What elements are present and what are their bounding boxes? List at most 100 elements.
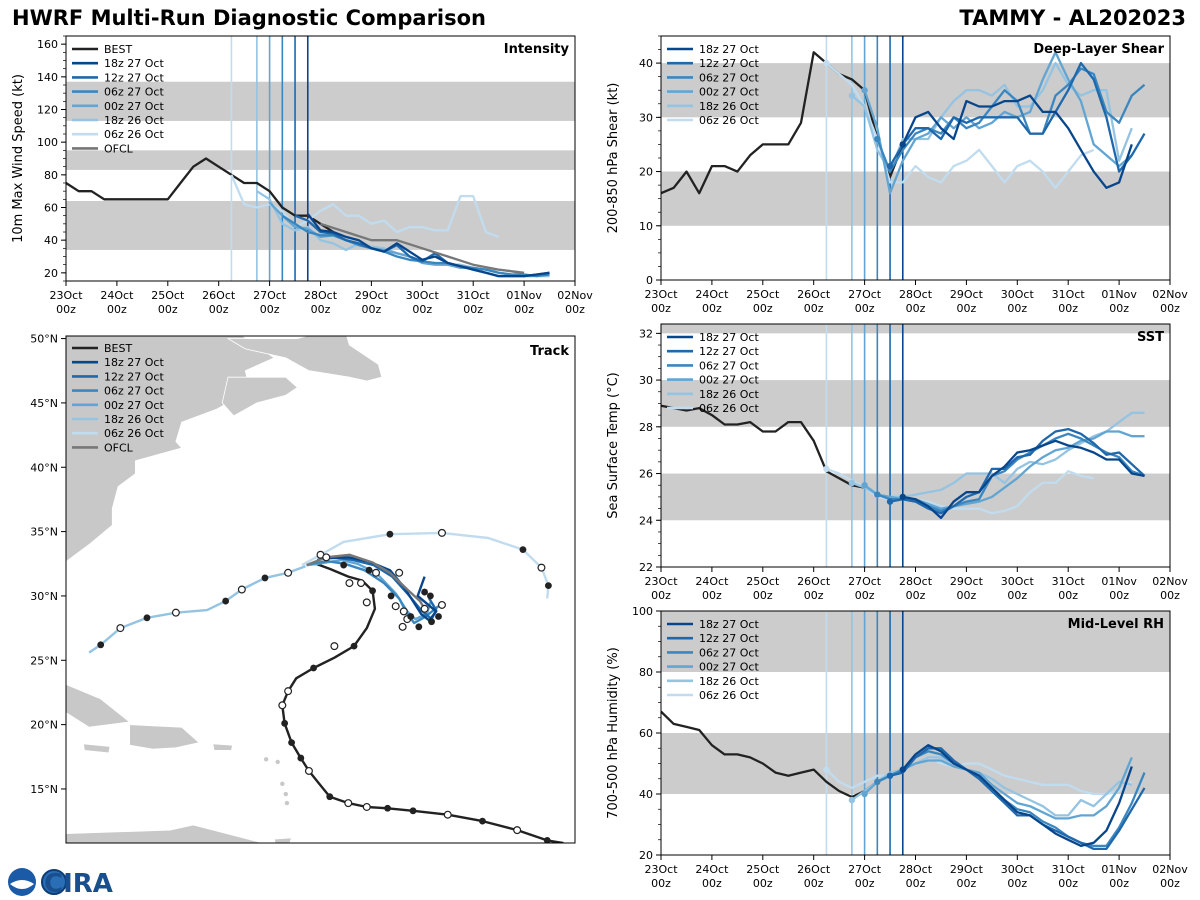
- jamaica-land: [82, 743, 111, 754]
- intensity-series-best: [65, 157, 334, 233]
- storm-identifier: TAMMY - AL202023: [959, 6, 1186, 30]
- intensity-xtick-date: 30Oct: [406, 289, 440, 302]
- intensity-ytick-label: 100: [37, 136, 58, 149]
- track-marker-open: [345, 579, 354, 588]
- shear-xtick-date: 29Oct: [950, 288, 984, 301]
- rh-init-point: [861, 790, 868, 798]
- intensity-legend-label: BEST: [104, 43, 132, 56]
- shear-ytick-label: 40: [639, 57, 653, 70]
- sst-band: [661, 324, 1170, 334]
- sst-legend-label: 06z 27 Oct: [699, 359, 759, 372]
- shear-xtick-date: 25Oct: [746, 288, 780, 301]
- rh-series-06z-26-oct: [825, 756, 1133, 796]
- intensity-xtick-date: 28Oct: [304, 289, 338, 302]
- track-legend-label: 18z 26 Oct: [104, 413, 164, 426]
- noaa-bird-icon: [10, 880, 34, 889]
- intensity-series-18z-27-oct: [306, 213, 550, 278]
- track-marker-closed: [543, 837, 551, 843]
- rh-ytick-label: 100: [632, 605, 653, 618]
- track-marker-open: [437, 600, 446, 609]
- sst-xtick-date: 25Oct: [746, 575, 780, 588]
- track-marker-closed: [409, 807, 417, 815]
- track-marker-closed: [428, 618, 435, 626]
- shear-init-point: [823, 59, 830, 67]
- shear-xtick-hour: 00z: [1160, 302, 1180, 315]
- sst-legend-label: 12z 27 Oct: [699, 345, 759, 358]
- rh-xtick-date: 27Oct: [848, 863, 882, 876]
- sst-init-point: [823, 465, 830, 473]
- shear-band: [661, 171, 1170, 226]
- intensity-ytick-label: 140: [37, 71, 58, 84]
- track-marker-closed: [326, 793, 334, 801]
- shear-legend-label: 12z 27 Oct: [699, 57, 759, 70]
- rh-xtick-hour: 00z: [651, 877, 671, 890]
- track-marker-closed: [297, 754, 305, 762]
- sst-xtick-hour: 00z: [906, 589, 926, 602]
- track-ytick-label: 35°N: [30, 526, 58, 539]
- rh-ytick-label: 40: [639, 788, 653, 801]
- track-marker-closed: [415, 623, 423, 631]
- rh-xtick-hour: 00z: [906, 877, 926, 890]
- shear-ylabel: 200-850 hPa Shear (kt): [606, 83, 621, 234]
- logo-text: CIRA: [44, 869, 113, 899]
- hispaniola-land: [129, 724, 200, 750]
- shear-xtick-date: 02Nov: [1152, 288, 1188, 301]
- shear-ytick-label: 20: [639, 166, 653, 179]
- sst-ytick-label: 24: [639, 514, 653, 527]
- rh-xtick-hour: 00z: [855, 877, 875, 890]
- track-legend-label: BEST: [104, 342, 132, 355]
- shear-xtick-hour: 00z: [651, 302, 671, 315]
- trinidad-land: [273, 837, 293, 843]
- sst-ytick-label: 22: [639, 561, 653, 574]
- lesser-antilles-island: [280, 781, 285, 787]
- rh-init-point: [823, 766, 830, 773]
- shear-xtick-hour: 00z: [1007, 302, 1027, 315]
- intensity-legend-label: 06z 27 Oct: [104, 86, 164, 99]
- intensity-legend-label: 18z 27 Oct: [104, 57, 164, 70]
- track-marker-closed: [369, 587, 376, 595]
- shear-xtick-hour: 00z: [753, 302, 773, 315]
- intensity-xtick-date: 02Nov: [557, 289, 593, 302]
- rh-xtick-hour: 00z: [1007, 877, 1027, 890]
- sst-ytick-label: 30: [639, 374, 653, 387]
- intensity-xtick-date: 29Oct: [355, 289, 389, 302]
- intensity-xtick-date: 25Oct: [151, 289, 185, 302]
- track-marker-closed: [143, 614, 151, 622]
- rh-xtick-hour: 00z: [1058, 877, 1078, 890]
- track-marker-closed: [407, 613, 415, 620]
- intensity-ytick-label: 160: [37, 38, 58, 51]
- sst-xtick-hour: 00z: [651, 589, 671, 602]
- rh-series-18z-27-oct: [901, 744, 1133, 848]
- track-marker-open: [284, 568, 293, 577]
- sst-xtick-hour: 00z: [702, 589, 722, 602]
- sst-panel-title: SST: [1137, 330, 1164, 345]
- track-marker-closed: [479, 817, 486, 825]
- track-marker-open: [344, 799, 353, 808]
- track-marker-open: [278, 701, 287, 710]
- track-ytick-label: 50°N: [30, 333, 58, 346]
- shear-series-06z-27-oct: [876, 67, 1146, 173]
- track-marker-open: [443, 810, 452, 819]
- rh-series-group: [660, 710, 1146, 851]
- track-marker-closed: [519, 546, 527, 554]
- track-marker-closed: [426, 592, 434, 600]
- track-marker-closed: [386, 530, 394, 538]
- shear-xtick-date: 30Oct: [1001, 288, 1035, 301]
- shear-xtick-hour: 00z: [855, 302, 875, 315]
- shear-legend-label: 06z 26 Oct: [699, 114, 759, 127]
- track-marker-closed: [222, 597, 230, 605]
- lesser-antilles-island: [275, 759, 280, 765]
- track-marker-open: [356, 579, 365, 588]
- rh-xtick-hour: 00z: [1160, 877, 1180, 890]
- rh-xtick-hour: 00z: [702, 877, 722, 890]
- track-marker-open: [322, 553, 331, 562]
- track-marker-closed: [310, 664, 317, 672]
- sst-init-point: [899, 493, 906, 501]
- sst-xtick-date: 28Oct: [899, 575, 933, 588]
- shear-xtick-hour: 00z: [804, 302, 824, 315]
- intensity-xtick-date: 27Oct: [253, 289, 287, 302]
- rh-xtick-date: 01Nov: [1101, 863, 1137, 876]
- rh-ytick-label: 80: [639, 666, 653, 679]
